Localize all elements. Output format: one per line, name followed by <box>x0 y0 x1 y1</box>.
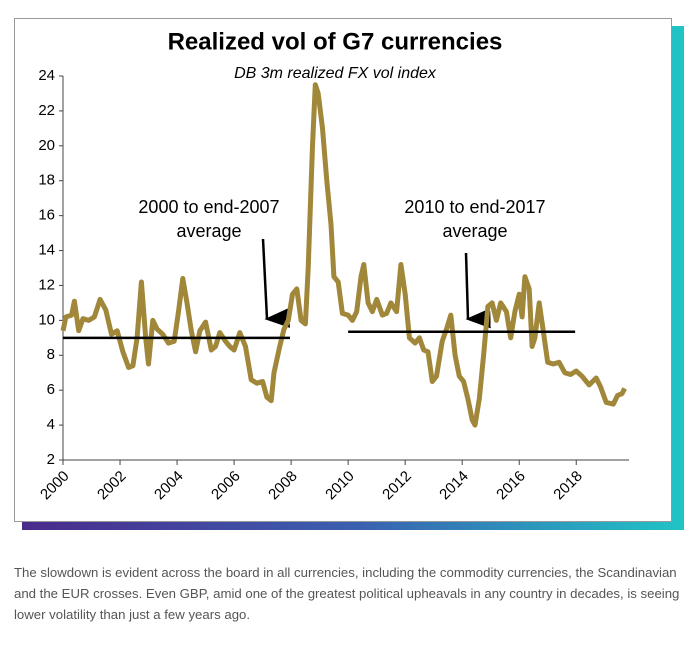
y-tick-label: 6 <box>47 381 55 398</box>
annotation: 2010 to end-2017 <box>404 197 545 217</box>
chart-subtitle: DB 3m realized FX vol index <box>234 65 437 82</box>
y-tick-label: 20 <box>38 137 55 154</box>
y-tick-label: 10 <box>38 311 55 328</box>
annotation: average <box>442 221 507 241</box>
y-tick-label: 12 <box>38 276 55 293</box>
x-tick-label: 2016 <box>493 468 529 504</box>
y-tick-label: 24 <box>38 67 55 84</box>
x-tick-label: 2018 <box>550 468 586 504</box>
x-tick-label: 2010 <box>322 468 358 504</box>
x-tick-label: 2004 <box>151 468 187 504</box>
annotation: average <box>176 221 241 241</box>
arrow <box>261 238 290 328</box>
chart-title: Realized vol of G7 currencies <box>168 28 503 55</box>
y-tick-label: 16 <box>38 207 55 224</box>
x-tick-label: 2012 <box>379 468 415 504</box>
caption: The slowdown is evident across the board… <box>14 565 680 622</box>
data-line <box>60 82 627 428</box>
arrow <box>464 252 491 329</box>
chart: Realized vol of G7 currencies DB 3m real… <box>14 18 672 522</box>
y-tick-label: 18 <box>38 172 55 189</box>
x-tick-label: 2014 <box>436 468 472 504</box>
y-tick-label: 14 <box>38 242 55 259</box>
x-tick-label: 2006 <box>208 468 244 504</box>
x-tick-label: 2008 <box>265 468 301 504</box>
y-tick-label: 2 <box>47 451 55 468</box>
y-tick-label: 22 <box>38 102 55 119</box>
x-tick-label: 2002 <box>94 468 130 504</box>
x-tick-label: 2000 <box>37 468 73 504</box>
y-tick-label: 4 <box>47 416 55 433</box>
y-tick-label: 8 <box>47 346 55 363</box>
annotation: 2000 to end-2007 <box>138 197 279 217</box>
